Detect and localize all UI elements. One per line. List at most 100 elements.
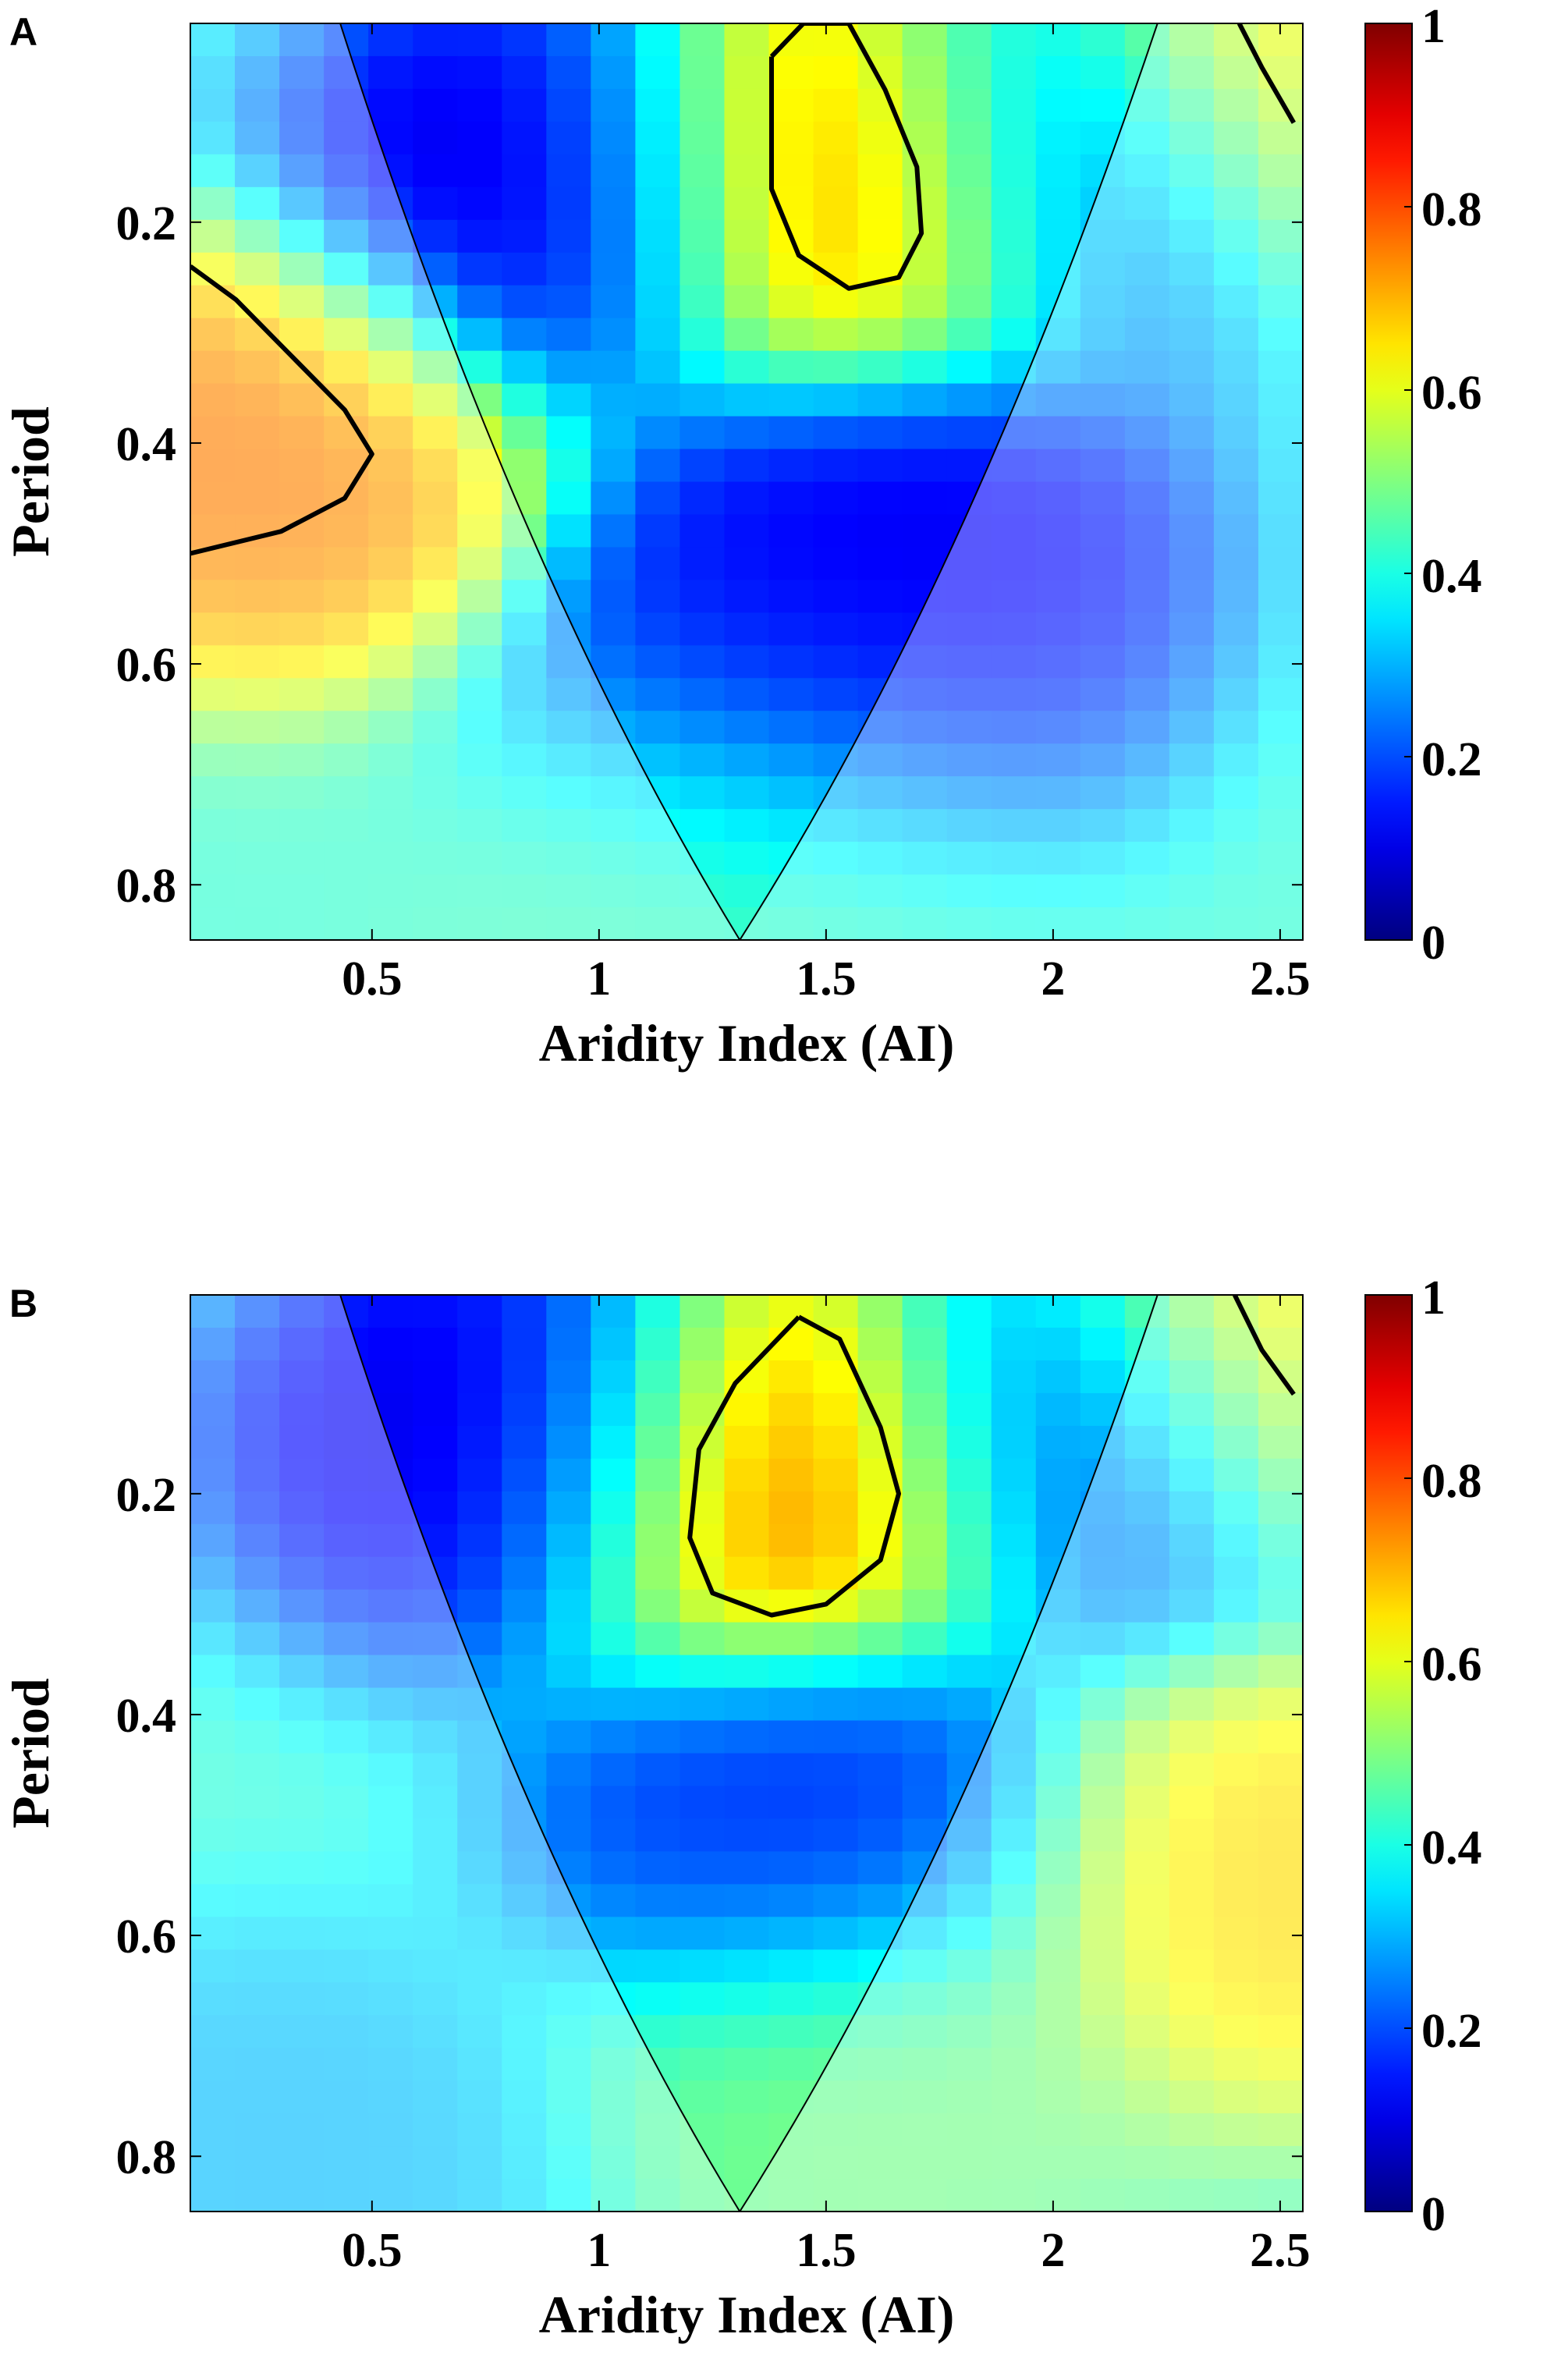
heatmap-cell xyxy=(457,1295,502,1328)
heatmap-cell xyxy=(679,776,726,810)
heatmap-cell xyxy=(724,23,770,57)
heatmap-cell xyxy=(457,1491,502,1525)
heatmap-cell xyxy=(457,1622,502,1656)
heatmap-cell xyxy=(190,1720,236,1754)
heatmap-cell xyxy=(546,2179,591,2212)
heatmap-cell xyxy=(679,1720,726,1754)
heatmap-cell xyxy=(768,1655,814,1689)
heatmap-cell xyxy=(679,645,726,679)
heatmap-cell xyxy=(235,743,280,777)
heatmap-cell xyxy=(413,1458,458,1492)
heatmap-cell xyxy=(190,350,236,385)
heatmap-cell xyxy=(1213,1917,1259,1950)
heatmap-cell xyxy=(946,1655,992,1689)
heatmap-cell xyxy=(724,1786,770,1820)
heatmap-cell xyxy=(413,1655,458,1689)
heatmap-cell xyxy=(546,711,591,744)
heatmap-cell xyxy=(324,645,369,679)
heatmap-cell xyxy=(546,1491,591,1525)
heatmap-cell xyxy=(279,1982,325,2016)
heatmap-cell xyxy=(1169,1753,1215,1787)
heatmap-cell xyxy=(768,55,814,90)
heatmap-cell xyxy=(991,1327,1037,1361)
heatmap-cell xyxy=(1169,219,1215,254)
heatmap-cell xyxy=(190,55,236,90)
heatmap-cell xyxy=(546,154,591,188)
heatmap-cell xyxy=(902,154,948,188)
heatmap-cell xyxy=(235,1392,280,1427)
heatmap-cell xyxy=(724,449,770,483)
y-axis-label: Period xyxy=(1,1678,60,1828)
heatmap-cell xyxy=(591,1982,636,2016)
heatmap-cell xyxy=(1124,2179,1170,2212)
heatmap-cell xyxy=(324,2113,369,2147)
x-tick-label: 1.5 xyxy=(796,2224,857,2277)
heatmap-cell xyxy=(946,1589,992,1623)
heatmap-cell xyxy=(1080,219,1126,254)
heatmap-cell xyxy=(902,416,948,450)
heatmap-cell xyxy=(902,449,948,483)
heatmap-cell xyxy=(768,1327,814,1361)
heatmap-cell xyxy=(1169,88,1215,122)
heatmap-cell xyxy=(413,874,458,908)
heatmap-cell xyxy=(946,2048,992,2081)
heatmap-cell xyxy=(946,1949,992,1983)
heatmap-cell xyxy=(368,1851,413,1885)
heatmap-cell xyxy=(1124,612,1170,646)
heatmap-cell xyxy=(368,874,413,908)
heatmap-cell xyxy=(1213,1655,1259,1689)
heatmap-cell xyxy=(991,2179,1037,2212)
heatmap-cell xyxy=(368,350,413,385)
heatmap-cell xyxy=(413,481,458,516)
heatmap-cell xyxy=(368,514,413,548)
heatmap-cell xyxy=(324,743,369,777)
heatmap-cell xyxy=(813,1917,859,1950)
heatmap-cell xyxy=(1080,2113,1126,2147)
heatmap-cell xyxy=(1124,1392,1170,1427)
heatmap-cell xyxy=(991,219,1037,254)
heatmap-cell xyxy=(235,186,280,221)
heatmap-cell xyxy=(368,2048,413,2081)
heatmap-cell xyxy=(591,645,636,679)
heatmap-cell xyxy=(946,2015,992,2048)
heatmap-cell xyxy=(946,1327,992,1361)
heatmap-cell xyxy=(813,2113,859,2147)
y-tick-label: 0.4 xyxy=(116,418,177,471)
heatmap-cell xyxy=(857,1327,903,1361)
heatmap-cell xyxy=(1213,1982,1259,2016)
heatmap-cell xyxy=(502,1458,547,1492)
heatmap-cell xyxy=(902,186,948,221)
heatmap-cell xyxy=(946,2179,992,2212)
heatmap-cell xyxy=(1080,1720,1126,1754)
heatmap-cell xyxy=(190,219,236,254)
heatmap-cell xyxy=(946,350,992,385)
heatmap-cell xyxy=(1169,1818,1215,1852)
heatmap-cell xyxy=(235,285,280,319)
heatmap-cell xyxy=(1124,1818,1170,1852)
heatmap-cell xyxy=(324,1655,369,1689)
heatmap-cell xyxy=(235,1360,280,1394)
heatmap-cell xyxy=(368,285,413,319)
heatmap-cell xyxy=(1169,1589,1215,1623)
heatmap-cell xyxy=(546,2080,591,2114)
contour-line xyxy=(190,264,374,556)
heatmap-cell xyxy=(635,2146,681,2180)
heatmap-cell xyxy=(324,317,369,352)
heatmap-cell xyxy=(1213,121,1259,155)
heatmap-cell xyxy=(591,1851,636,1885)
heatmap-cell xyxy=(368,1786,413,1820)
heatmap-cell xyxy=(235,2146,280,2180)
heatmap-cell xyxy=(1169,1622,1215,1656)
y-tick-label: 0.2 xyxy=(116,1469,177,1522)
heatmap-cell xyxy=(679,678,726,711)
heatmap-cell xyxy=(1080,317,1126,352)
heatmap-cell xyxy=(1080,416,1126,450)
heatmap-cell xyxy=(1213,2179,1259,2212)
heatmap-cell xyxy=(190,416,236,450)
heatmap-cell xyxy=(1258,874,1303,908)
heatmap-cell xyxy=(279,1786,325,1820)
heatmap-cell xyxy=(324,2080,369,2114)
heatmap-cell xyxy=(591,612,636,646)
heatmap-cell xyxy=(724,2048,770,2081)
heatmap-cell xyxy=(324,186,369,221)
